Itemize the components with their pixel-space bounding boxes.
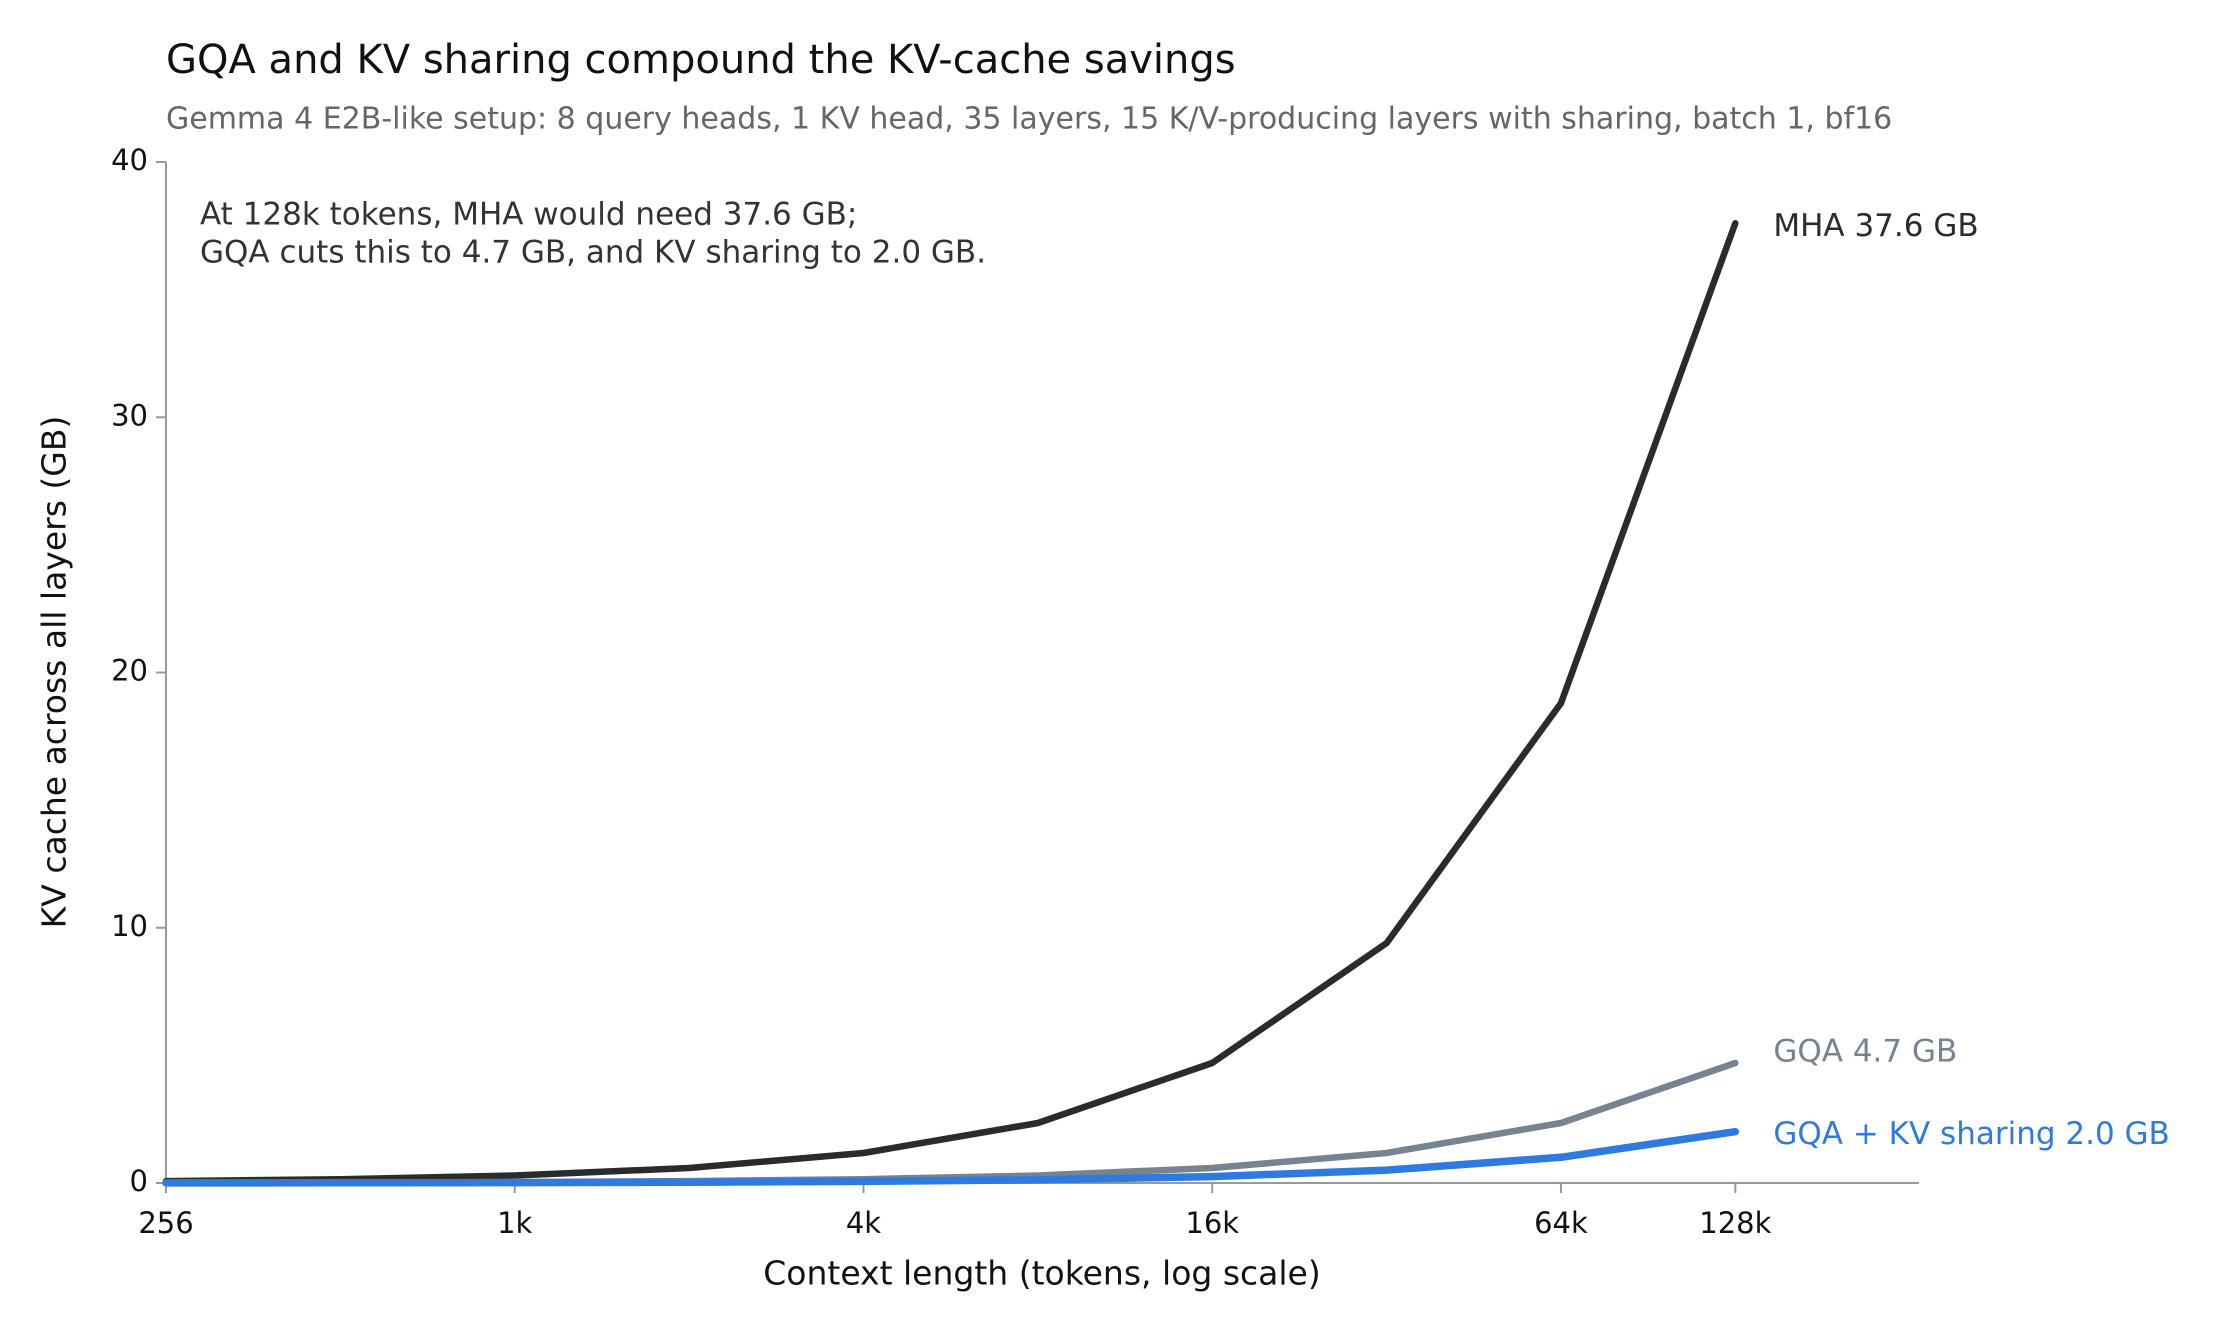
x-tick-label: 128k — [1699, 1206, 1771, 1240]
series-line — [162, 1127, 1740, 1187]
x-tick-label: 4k — [846, 1206, 881, 1240]
x-tick-label: 1k — [497, 1206, 532, 1240]
y-axis-label: KV cache across all layers (GB) — [35, 416, 74, 929]
x-tick-label: 64k — [1534, 1206, 1588, 1240]
chart-subtitle: Gemma 4 E2B-like setup: 8 query heads, 1… — [166, 102, 1892, 137]
series-label: MHA 37.6 GB — [1773, 208, 1978, 244]
y-tick-label: 0 — [130, 1164, 148, 1198]
x-axis-label: Context length (tokens, log scale) — [763, 1254, 1320, 1293]
series-label: GQA + KV sharing 2.0 GB — [1773, 1116, 2169, 1152]
annotation: At 128k tokens, MHA would need 37.6 GB; — [200, 197, 857, 233]
chart-title: GQA and KV sharing compound the KV-cache… — [166, 37, 1236, 83]
annotation: GQA cuts this to 4.7 GB, and KV sharing … — [200, 235, 986, 271]
series-label: GQA 4.7 GB — [1773, 1034, 1957, 1070]
x-tick-label: 16k — [1185, 1206, 1239, 1240]
x-tick-label: 256 — [138, 1206, 193, 1240]
y-tick-label: 40 — [111, 143, 148, 177]
y-tick-label: 30 — [111, 398, 148, 432]
y-tick-label: 20 — [111, 654, 148, 688]
y-tick-label: 10 — [111, 909, 148, 943]
series-line — [162, 220, 1739, 1185]
